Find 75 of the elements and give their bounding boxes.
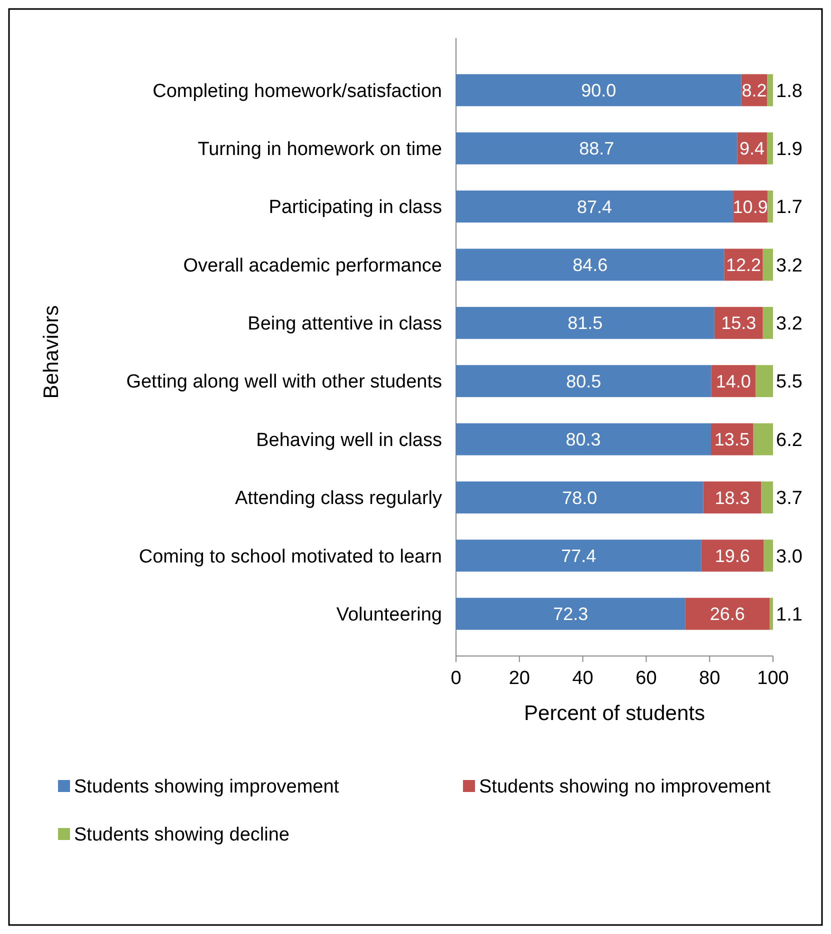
x-tick-label: 100 <box>757 668 789 689</box>
data-label: 1.8 <box>776 80 802 102</box>
x-tick-label: 40 <box>572 668 594 689</box>
bar <box>766 132 773 164</box>
bar <box>456 540 702 572</box>
bar <box>753 423 773 456</box>
bar <box>456 132 738 164</box>
data-label: 3.0 <box>776 546 802 568</box>
data-label: 1.7 <box>776 197 802 218</box>
bar <box>456 481 704 514</box>
bar <box>703 481 762 514</box>
bar <box>756 365 773 398</box>
data-label: 90.0 <box>581 80 616 100</box>
data-label: 12.2 <box>726 255 762 276</box>
x-tick-label: 60 <box>636 668 657 689</box>
data-label: 84.6 <box>572 255 608 276</box>
bar <box>456 74 742 106</box>
bar <box>456 365 712 398</box>
bar <box>762 248 773 281</box>
data-label: 8.2 <box>742 80 767 100</box>
data-label: 13.5 <box>714 430 750 450</box>
data-label: 3.2 <box>776 314 802 335</box>
data-label: 5.5 <box>776 372 802 393</box>
data-label: 15.3 <box>721 313 756 334</box>
data-label: 26.6 <box>710 604 745 624</box>
bar <box>456 248 724 281</box>
bar <box>763 540 773 572</box>
y-tick-label: Attending class regularly <box>235 488 442 510</box>
y-tick-label: Completing homework/satisfaction <box>152 80 442 102</box>
data-label: 81.5 <box>568 313 603 334</box>
y-tick-label: Coming to school motivated to learn <box>138 546 442 568</box>
x-tick-label: 20 <box>508 668 530 689</box>
data-label: 78.0 <box>562 488 598 508</box>
data-label: 3.2 <box>776 255 802 276</box>
data-label: 80.5 <box>566 371 602 392</box>
data-label: 1.1 <box>776 604 802 626</box>
data-label: 14.0 <box>716 371 751 392</box>
data-label: 72.3 <box>553 604 588 624</box>
y-tick-label: Being attentive in class <box>248 314 442 335</box>
bar <box>767 74 773 106</box>
x-tick-label: 0 <box>450 668 462 689</box>
y-tick-label: Overall academic performance <box>183 255 442 276</box>
y-tick-label: Getting along well with other students <box>126 372 442 393</box>
bar <box>762 306 773 339</box>
bar <box>714 306 763 339</box>
legend-label: Students showing no improvement <box>479 776 772 798</box>
bar <box>456 423 711 456</box>
y-tick-label: Behaving well in class <box>256 430 442 451</box>
data-label: 80.3 <box>566 430 601 450</box>
legend-label: Students showing decline <box>74 824 290 846</box>
data-label: 18.3 <box>714 488 750 508</box>
data-label: 3.7 <box>776 488 802 510</box>
bar <box>768 190 773 223</box>
bar <box>456 598 686 630</box>
data-label: 1.9 <box>776 139 802 160</box>
legend-label: Students showing improvement <box>74 776 340 798</box>
x-axis-title: Percent of students <box>524 702 705 725</box>
y-tick-label: Volunteering <box>336 604 442 626</box>
bar <box>761 481 773 514</box>
y-tick-label: Turning in homework on time <box>198 139 442 160</box>
data-label: 88.7 <box>579 138 614 159</box>
data-label: 10.9 <box>732 196 768 217</box>
bar <box>685 598 770 630</box>
data-label: 6.2 <box>776 430 802 451</box>
data-label: 87.4 <box>577 196 612 217</box>
data-label: 9.4 <box>740 138 765 159</box>
bar <box>456 306 714 339</box>
bar <box>770 598 773 630</box>
data-label: 77.4 <box>561 546 596 566</box>
bar <box>701 540 764 572</box>
data-label: 19.6 <box>714 546 750 566</box>
y-axis-title: Behaviors <box>40 305 63 399</box>
y-tick-label: Participating in class <box>268 197 442 218</box>
x-tick-label: 80 <box>699 668 720 689</box>
bar <box>456 190 734 223</box>
